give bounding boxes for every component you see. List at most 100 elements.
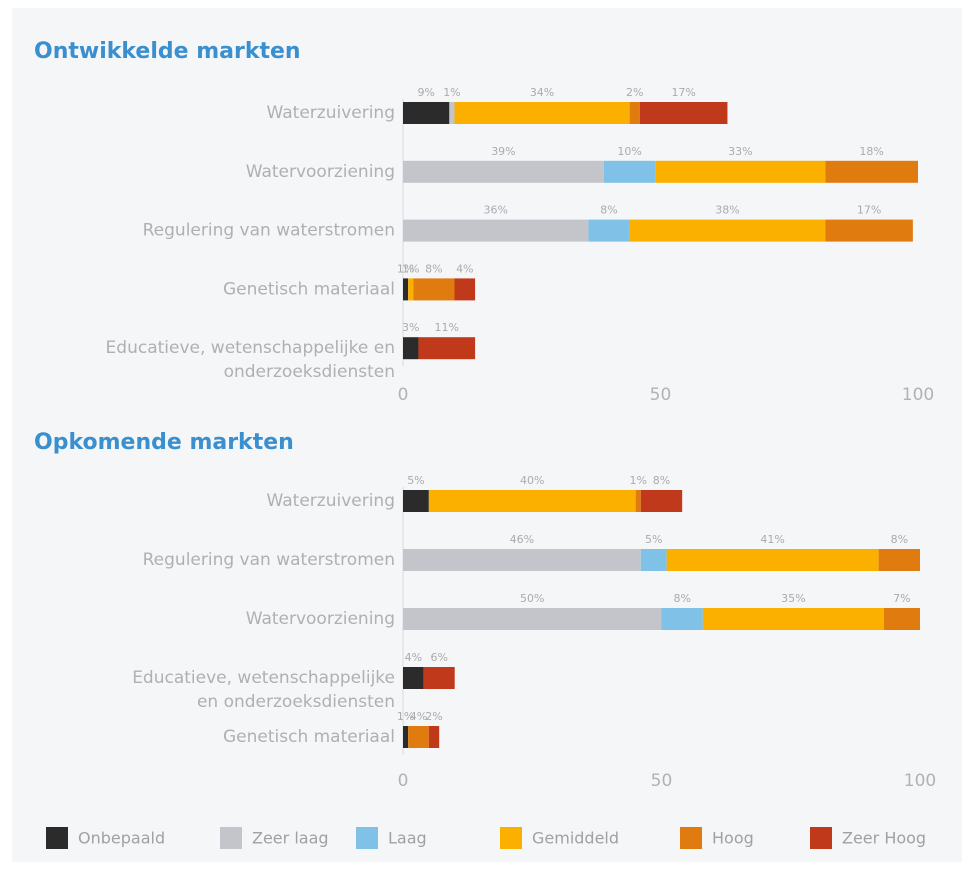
legend-label: Zeer Hoog: [842, 829, 926, 848]
x-tick-label: 50: [651, 771, 673, 791]
value-label: 1%: [397, 262, 414, 275]
value-label: 1%: [443, 86, 460, 99]
value-label: 40%: [520, 474, 544, 487]
legend-swatch: [356, 827, 378, 849]
legend-swatch: [220, 827, 242, 849]
bar-segment: [878, 549, 920, 571]
bar-segment: [629, 102, 640, 124]
legend-label: Gemiddeld: [532, 829, 619, 848]
bar-segment: [403, 726, 409, 748]
bar-segment: [403, 278, 409, 301]
category-label: onderzoeksdiensten: [224, 362, 395, 382]
value-label: 9%: [417, 86, 434, 99]
bar-segment: [449, 102, 455, 124]
bar-segment: [418, 337, 476, 360]
bar-segment: [588, 219, 630, 242]
legend-swatch: [810, 827, 832, 849]
x-tick-label: 50: [650, 385, 672, 405]
category-label: Educatieve, wetenschappelijke: [132, 668, 395, 688]
value-label: 5%: [645, 533, 662, 546]
value-label: 7%: [893, 592, 910, 605]
bar-segment: [454, 102, 630, 124]
bar-segment: [629, 219, 826, 242]
value-label: 35%: [781, 592, 805, 605]
bar-segment: [428, 490, 636, 512]
bar-segment: [408, 726, 429, 748]
value-label: 2%: [425, 710, 442, 723]
value-label: 8%: [425, 262, 442, 275]
value-label: 1%: [630, 474, 647, 487]
bar-segment: [408, 278, 414, 301]
bar-segment: [403, 608, 662, 630]
bar-segment: [639, 102, 728, 124]
category-label: en onderzoeksdiensten: [197, 692, 395, 712]
bar-segment: [825, 219, 913, 242]
value-label: 5%: [407, 474, 424, 487]
value-label: 46%: [510, 533, 534, 546]
value-label: 8%: [653, 474, 670, 487]
legend-swatch: [46, 827, 68, 849]
x-tick-label: 100: [902, 385, 934, 405]
value-label: 11%: [435, 321, 459, 334]
bar-segment: [661, 608, 703, 630]
category-label: Educatieve, wetenschappelijke en: [106, 338, 395, 358]
legend-swatch: [680, 827, 702, 849]
value-label: 4%: [410, 710, 427, 723]
value-label: 10%: [617, 145, 641, 158]
bar-segment: [403, 219, 589, 242]
value-label: 8%: [673, 592, 690, 605]
bar-segment: [666, 549, 879, 571]
value-label: 6%: [430, 651, 447, 664]
bar-segment: [403, 337, 419, 360]
bar-segment: [403, 667, 424, 689]
category-label: Genetisch materiaal: [223, 727, 395, 747]
bar-segment: [640, 490, 683, 512]
category-label: Genetisch materiaal: [223, 279, 395, 299]
bar-segment: [413, 278, 455, 301]
bar-segment: [655, 160, 826, 183]
bar-segment: [635, 490, 641, 512]
category-label: Watervoorziening: [246, 162, 395, 182]
value-label: 3%: [402, 321, 419, 334]
value-label: 18%: [859, 145, 883, 158]
value-label: 8%: [891, 533, 908, 546]
value-label: 39%: [491, 145, 515, 158]
value-label: 38%: [715, 204, 739, 217]
category-label: Waterzuivering: [267, 491, 395, 511]
bar-segment: [883, 608, 920, 630]
x-tick-label: 0: [398, 771, 409, 791]
category-label: Watervoorziening: [246, 609, 395, 629]
value-label: 8%: [600, 204, 617, 217]
chart-title: Opkomende markten: [34, 430, 294, 455]
x-tick-label: 0: [398, 385, 409, 405]
legend-label: Hoog: [712, 829, 754, 848]
legend-label: Onbepaald: [78, 829, 165, 848]
value-label: 33%: [728, 145, 752, 158]
bar-segment: [454, 278, 476, 301]
panel: [12, 8, 962, 862]
value-label: 1%: [402, 262, 419, 275]
bar-segment: [825, 160, 918, 183]
legend-label: Zeer laag: [252, 829, 329, 848]
value-label: 34%: [530, 86, 554, 99]
bar-segment: [403, 160, 604, 183]
category-label: Regulering van waterstromen: [143, 221, 395, 241]
bar-segment: [423, 667, 455, 689]
chart-title: Ontwikkelde markten: [34, 39, 301, 64]
value-label: 41%: [760, 533, 784, 546]
category-label: Regulering van waterstromen: [143, 550, 395, 570]
x-tick-label: 100: [904, 771, 936, 791]
legend-swatch: [500, 827, 522, 849]
value-label: 17%: [671, 86, 695, 99]
bar-segment: [403, 490, 429, 512]
value-label: 50%: [520, 592, 544, 605]
bar-segment: [640, 549, 667, 571]
bar-segment: [428, 726, 440, 748]
category-label: Waterzuivering: [267, 103, 395, 123]
value-label: 2%: [626, 86, 643, 99]
bar-segment: [702, 608, 884, 630]
value-label: 1%: [397, 710, 414, 723]
bar-segment: [403, 549, 641, 571]
bar-segment: [603, 160, 656, 183]
